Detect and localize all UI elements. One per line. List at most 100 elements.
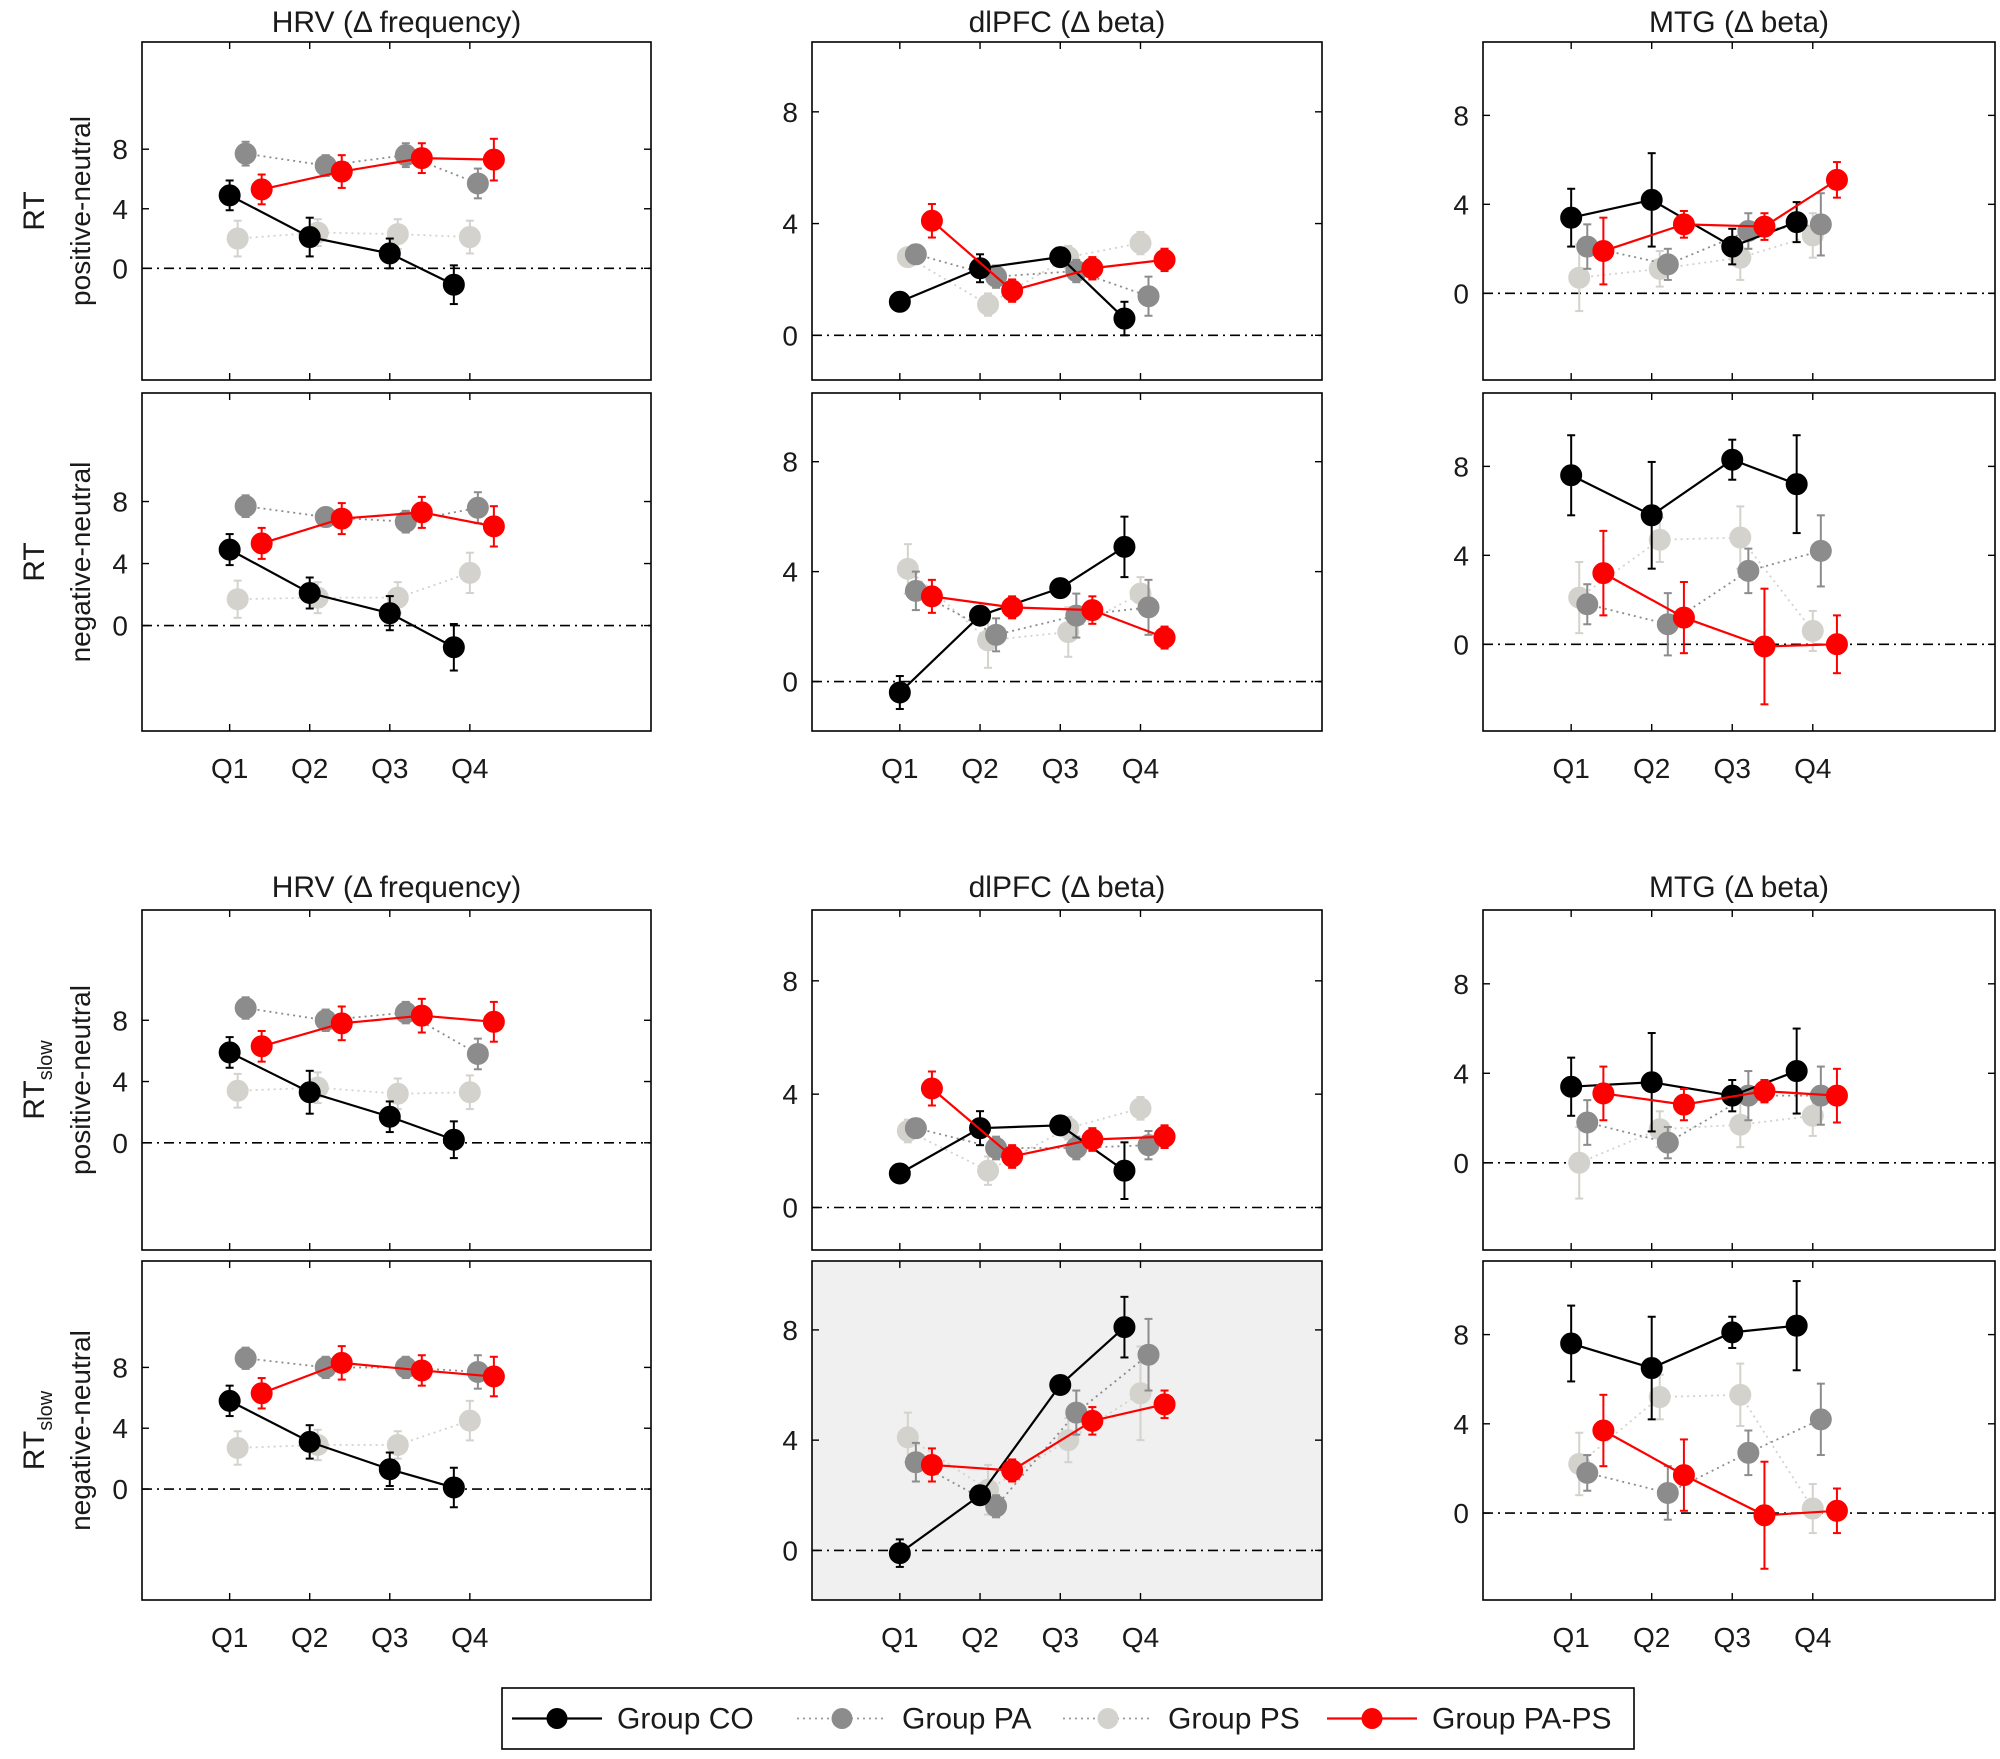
series-line (229, 548, 455, 649)
panel-rt-neg-mtg: 0 4 8 Q1 Q2 Q3 Q4 (1453, 392, 1996, 784)
data-point (1560, 1075, 1583, 1098)
x-tick-label: Q4 (1794, 1622, 1831, 1653)
data-point (969, 1484, 992, 1507)
data-point (482, 515, 505, 538)
y-tick-label: 4 (1453, 1409, 1469, 1440)
series-line (237, 1419, 471, 1449)
x-tick-label: Q1 (1552, 753, 1589, 784)
data-point (218, 1389, 241, 1412)
panel-background (142, 910, 651, 1250)
data-point (920, 1077, 943, 1100)
legend-box (501, 1687, 1635, 1750)
data-point (977, 1159, 1000, 1182)
panel-frame (811, 909, 1323, 1251)
panel-rtslow-pos-mtg: 0 4 8 (1453, 909, 1996, 1251)
series-line (899, 255, 1126, 320)
data-point (1001, 279, 1024, 302)
data-point (1640, 1071, 1663, 1094)
data-point (218, 184, 241, 207)
panel-frame (1482, 1260, 1996, 1601)
row-label: RT negative-neutral (18, 462, 96, 663)
data-point (1801, 1497, 1824, 1520)
data-point (378, 242, 401, 265)
data-point (1137, 285, 1160, 308)
data-point (1825, 1499, 1848, 1522)
y-tick-label: 8 (782, 447, 798, 478)
data-point (1640, 188, 1663, 211)
y-tick-label: 8 (1453, 451, 1469, 482)
y-tick-label: 4 (782, 557, 798, 588)
panel-background (812, 42, 1322, 380)
series-pa (1576, 1382, 1832, 1521)
y-tick-label: 4 (1453, 189, 1469, 220)
series-line (931, 219, 1165, 292)
legend-label: Group CO (617, 1703, 754, 1736)
panel-rt-pos-hrv: 0 4 8 (112, 41, 652, 381)
data-point (1576, 1111, 1599, 1134)
data-point (1809, 1408, 1832, 1431)
y-tick-label: 0 (112, 1128, 128, 1159)
data-point (1785, 473, 1808, 496)
series-line (899, 1326, 1126, 1555)
panel-background (1483, 42, 1995, 380)
data-point (330, 507, 353, 530)
series-line (907, 242, 1141, 306)
data-point (1825, 633, 1848, 656)
legend-label: Group PA-PS (1432, 1703, 1612, 1736)
data-point (1113, 535, 1136, 558)
data-point (896, 557, 919, 580)
panel-frame (141, 392, 652, 732)
data-point (386, 1082, 409, 1105)
data-point (1001, 1145, 1024, 1168)
row-label-subscript: slow (35, 1040, 57, 1081)
series-line (1602, 572, 1837, 648)
y-tick-label: 0 (1453, 1498, 1469, 1529)
x-tick-label: Q3 (371, 1622, 408, 1653)
series-line (1579, 234, 1814, 279)
data-point (1592, 240, 1615, 263)
y-tick-label: 8 (112, 1352, 128, 1383)
data-point (466, 172, 489, 195)
series-line (1578, 1114, 1813, 1164)
data-point (1825, 168, 1848, 191)
data-point (1825, 1084, 1848, 1107)
panel-rt-pos-mtg: 0 4 8 (1453, 41, 1996, 381)
y-tick-label: 4 (112, 549, 128, 580)
data-point (1809, 213, 1832, 236)
row-label-rt: RT (18, 542, 51, 581)
data-point (1129, 1097, 1152, 1120)
data-point (1785, 211, 1808, 234)
data-point (1153, 1393, 1176, 1416)
row-label-contrast: positive-neutral (65, 985, 96, 1175)
data-point (1568, 1151, 1591, 1174)
data-point (378, 1105, 401, 1128)
series-line (261, 157, 494, 191)
data-point (298, 582, 321, 605)
data-point (1049, 1374, 1072, 1397)
data-point (969, 604, 992, 627)
x-tick-label: Q3 (1042, 753, 1079, 784)
series-layer (1560, 1027, 1848, 1200)
data-point (1785, 1314, 1808, 1337)
legend-marker (1097, 1708, 1119, 1729)
data-point (1721, 448, 1744, 471)
series-paps (920, 203, 1176, 303)
y-tick-label: 0 (112, 1474, 128, 1505)
y-tick-label: 8 (782, 97, 798, 128)
series-layer (218, 491, 505, 672)
x-tick-label: Q2 (291, 753, 328, 784)
series-co (888, 1295, 1136, 1568)
panel-frame (1482, 392, 1996, 732)
legend: Group CO Group PA Group PS Group PA-PS (501, 1687, 1635, 1750)
column-title: HRV (Δ frequency) (272, 6, 522, 39)
series-paps (1592, 161, 1848, 286)
data-point (226, 588, 249, 611)
x-tick-label: Q1 (881, 1622, 918, 1653)
y-tick-label: 8 (782, 1315, 798, 1346)
data-point (226, 1436, 249, 1459)
data-point (442, 273, 465, 296)
data-point (466, 496, 489, 519)
series-pa (904, 570, 1160, 653)
series-line (1602, 1429, 1838, 1517)
